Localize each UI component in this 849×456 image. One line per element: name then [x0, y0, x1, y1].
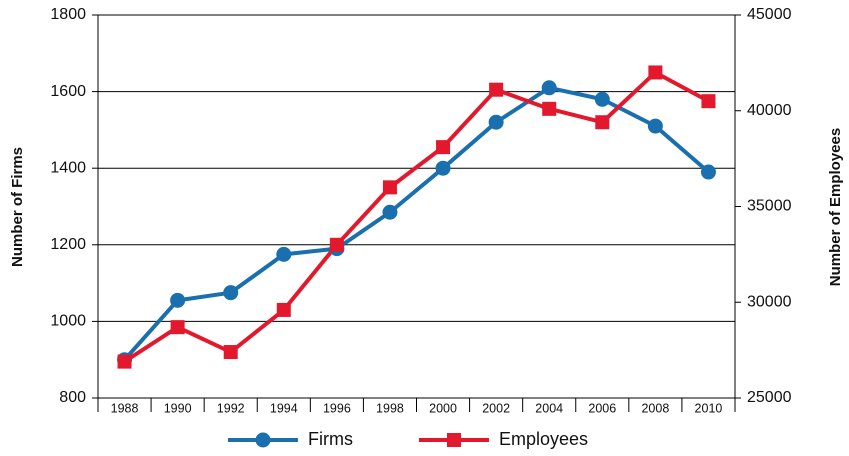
y2-axis-label: Number of Employees: [827, 128, 844, 286]
data-point: [489, 82, 504, 97]
data-point: [542, 101, 557, 116]
x-tick-label: 2002: [482, 401, 510, 415]
data-point: [329, 237, 344, 252]
data-point: [223, 285, 239, 301]
data-point: [594, 91, 610, 107]
data-point: [223, 345, 238, 360]
data-point: [647, 118, 663, 134]
data-point: [595, 115, 610, 130]
y2-tick-label: 45000: [747, 6, 792, 23]
x-tick-label: 2004: [535, 401, 563, 415]
data-point: [170, 320, 185, 335]
x-tick-label: 2000: [429, 401, 457, 415]
y2-tick-label: 30000: [747, 293, 792, 310]
data-point: [276, 302, 291, 317]
data-point: [435, 160, 451, 176]
y-tick-label: 1200: [50, 236, 86, 253]
legend-marker: [255, 432, 271, 448]
y2-tick-label: 35000: [747, 198, 792, 215]
y2-tick-label: 25000: [747, 389, 792, 406]
legend-label: Firms: [308, 429, 353, 449]
legend-label: Employees: [499, 429, 588, 449]
data-point: [276, 246, 292, 262]
data-point: [488, 114, 504, 130]
data-point: [117, 354, 132, 369]
series-line: [123, 70, 710, 364]
y-tick-label: 800: [59, 389, 86, 406]
y-tick-label: 1000: [50, 313, 86, 330]
data-point: [700, 164, 716, 180]
x-tick-label: 1994: [270, 401, 298, 415]
x-tick-label: 1998: [376, 401, 404, 415]
y-tick-label: 1600: [50, 83, 86, 100]
data-point: [541, 80, 557, 96]
legend-marker: [446, 433, 461, 447]
data-point: [170, 292, 186, 308]
y2-tick-label: 40000: [747, 102, 792, 119]
y-tick-label: 1800: [50, 6, 86, 23]
series-line: [123, 85, 710, 362]
data-point: [701, 94, 716, 109]
x-tick-label: 1990: [164, 401, 192, 415]
x-tick-label: 2008: [641, 401, 669, 415]
x-tick-label: 1988: [111, 401, 139, 415]
data-point: [436, 140, 451, 155]
x-tick-label: 1996: [323, 401, 351, 415]
y-tick-label: 1400: [50, 159, 86, 176]
data-point: [382, 204, 398, 220]
x-tick-label: 2010: [695, 401, 723, 415]
y-axis-label: Number of Firms: [9, 147, 26, 267]
x-tick-label: 1992: [217, 401, 245, 415]
data-point: [382, 180, 397, 195]
data-point: [648, 65, 663, 80]
x-tick-label: 2006: [588, 401, 616, 415]
